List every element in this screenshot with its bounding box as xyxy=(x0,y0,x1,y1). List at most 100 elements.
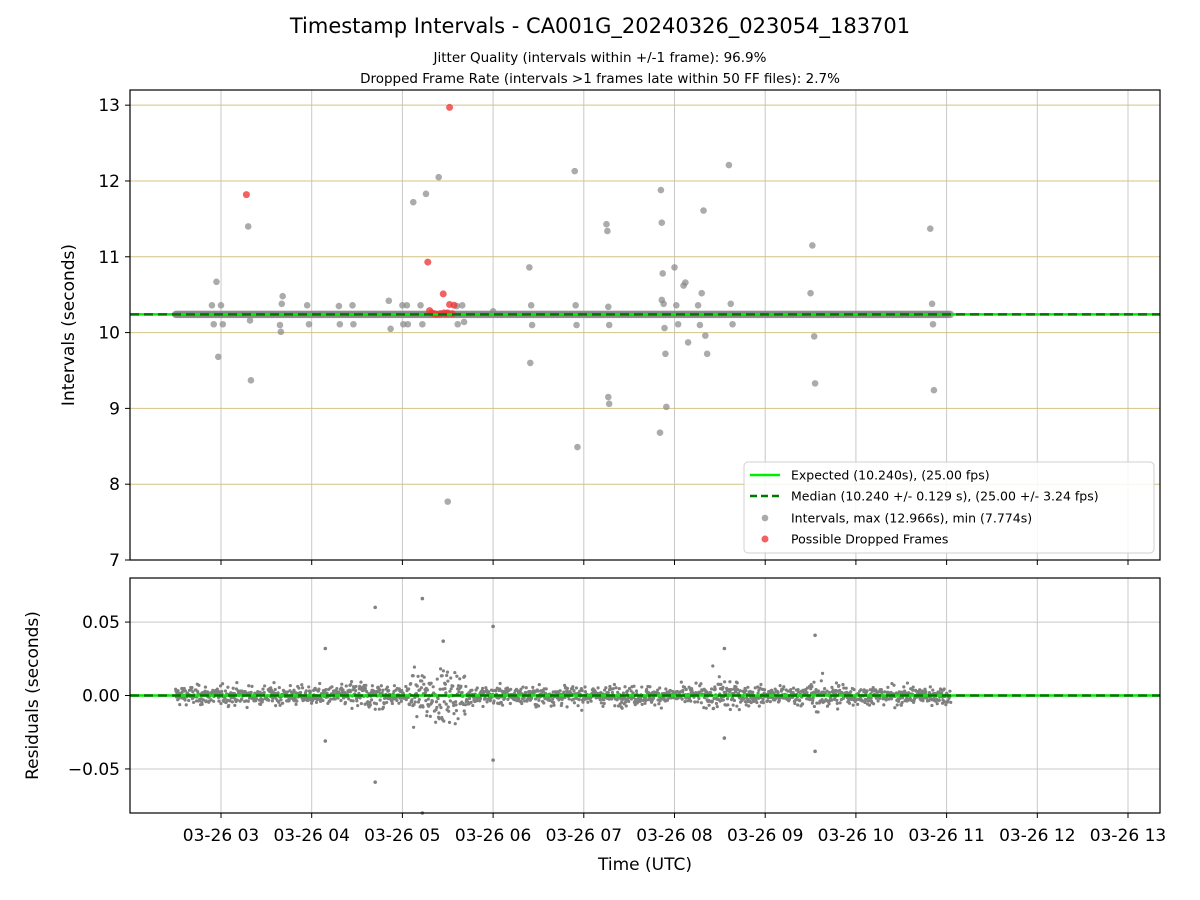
residual-point xyxy=(438,687,442,691)
residual-point xyxy=(457,690,461,694)
interval-point xyxy=(460,318,468,326)
residual-point xyxy=(924,690,928,694)
residual-point xyxy=(435,677,439,681)
residual-point xyxy=(184,703,188,707)
residual-point xyxy=(300,686,305,690)
residual-point xyxy=(509,687,513,691)
residual-point xyxy=(693,700,697,704)
residual-point xyxy=(735,681,739,685)
residual-point xyxy=(612,682,617,687)
residual-point xyxy=(721,698,725,702)
residual-point xyxy=(525,699,529,703)
residual-point xyxy=(392,684,397,688)
interval-point xyxy=(702,332,709,339)
interval-point xyxy=(656,429,664,436)
residual-point xyxy=(551,690,555,694)
residual-point xyxy=(602,701,606,706)
residual-point xyxy=(537,698,541,702)
residual-point xyxy=(451,684,455,688)
residual-point xyxy=(651,696,656,700)
residual-point xyxy=(381,688,385,692)
residual-point xyxy=(430,699,434,704)
residual-point xyxy=(653,703,657,707)
interval-point xyxy=(335,302,343,310)
legend-entry: Median (10.240 +/- 0.129 s), (25.00 +/- … xyxy=(791,489,1099,504)
residual-point xyxy=(761,701,765,705)
residual-point xyxy=(648,685,652,689)
residual-point xyxy=(250,684,254,688)
residual-point xyxy=(200,702,204,706)
residual-point xyxy=(494,689,498,693)
residual-point xyxy=(880,690,884,694)
residual-point xyxy=(506,697,510,702)
residual-point xyxy=(235,698,239,702)
legend: Expected (10.240s), (25.00 fps) Median (1… xyxy=(743,461,1155,554)
residual-point xyxy=(340,682,344,686)
interval-point xyxy=(247,377,255,384)
residual-point xyxy=(847,701,852,705)
residual-point xyxy=(235,680,239,685)
residual-point xyxy=(937,698,941,702)
residual-point xyxy=(918,688,922,692)
residual-point xyxy=(469,700,473,704)
interval-point xyxy=(573,321,580,329)
residuals-panel: −0.05 0.00 0.05 03-26 03 03-26 04 03-26 05 03-… xyxy=(23,577,1166,875)
residual-point xyxy=(407,687,411,691)
residual-point xyxy=(219,701,223,706)
residual-point xyxy=(558,689,562,693)
residual-point xyxy=(307,685,311,689)
residual-point xyxy=(871,702,876,706)
residual-point xyxy=(437,717,441,721)
residual-point xyxy=(644,698,648,703)
residual-point xyxy=(317,687,321,691)
interval-point xyxy=(214,353,222,361)
residual-point xyxy=(231,686,235,690)
dropped-frame-point xyxy=(439,290,447,298)
residual-point xyxy=(672,696,676,700)
residual-point xyxy=(314,700,319,704)
residual-point xyxy=(596,686,600,690)
residual-point xyxy=(684,687,688,692)
residual-point xyxy=(343,700,348,705)
residual-point xyxy=(467,696,472,701)
residual-point xyxy=(416,674,420,678)
residual-point xyxy=(699,701,703,705)
interval-point xyxy=(246,317,254,324)
interval-point xyxy=(811,380,819,387)
residual-point xyxy=(835,701,839,706)
residual-point xyxy=(422,675,426,679)
residual-point xyxy=(738,689,742,693)
residual-point xyxy=(460,690,464,695)
residual-point xyxy=(524,686,528,690)
residual-point xyxy=(777,699,781,703)
interval-point xyxy=(404,320,412,328)
x-axis-label: Time (UTC) xyxy=(597,855,692,875)
interval-point xyxy=(658,219,666,226)
interval-point xyxy=(419,320,426,328)
residual-point xyxy=(885,696,889,700)
residual-point xyxy=(505,686,510,690)
interval-point xyxy=(454,320,462,328)
residual-point xyxy=(724,691,728,695)
residual-point xyxy=(549,704,553,708)
interval-point xyxy=(276,321,284,329)
residual-point xyxy=(442,719,446,723)
residual-point xyxy=(438,667,443,671)
y-axis-label: Intervals (seconds) xyxy=(59,244,79,406)
residual-point xyxy=(900,700,904,705)
residual-point xyxy=(456,717,460,721)
residual-point xyxy=(449,676,453,680)
y-tick-label: 0.00 xyxy=(82,687,120,707)
residual-point xyxy=(344,684,348,688)
residual-point xyxy=(420,679,424,683)
residual-point xyxy=(899,703,903,707)
residual-point xyxy=(446,705,450,709)
dropped-frame-point xyxy=(242,191,250,199)
residual-point xyxy=(811,698,815,703)
residual-point xyxy=(359,680,363,684)
residual-point xyxy=(218,684,223,688)
residual-point xyxy=(576,704,580,708)
dropped-frame-point xyxy=(450,301,458,309)
y-tick-label: 13 xyxy=(98,96,120,116)
residual-point xyxy=(696,700,700,704)
